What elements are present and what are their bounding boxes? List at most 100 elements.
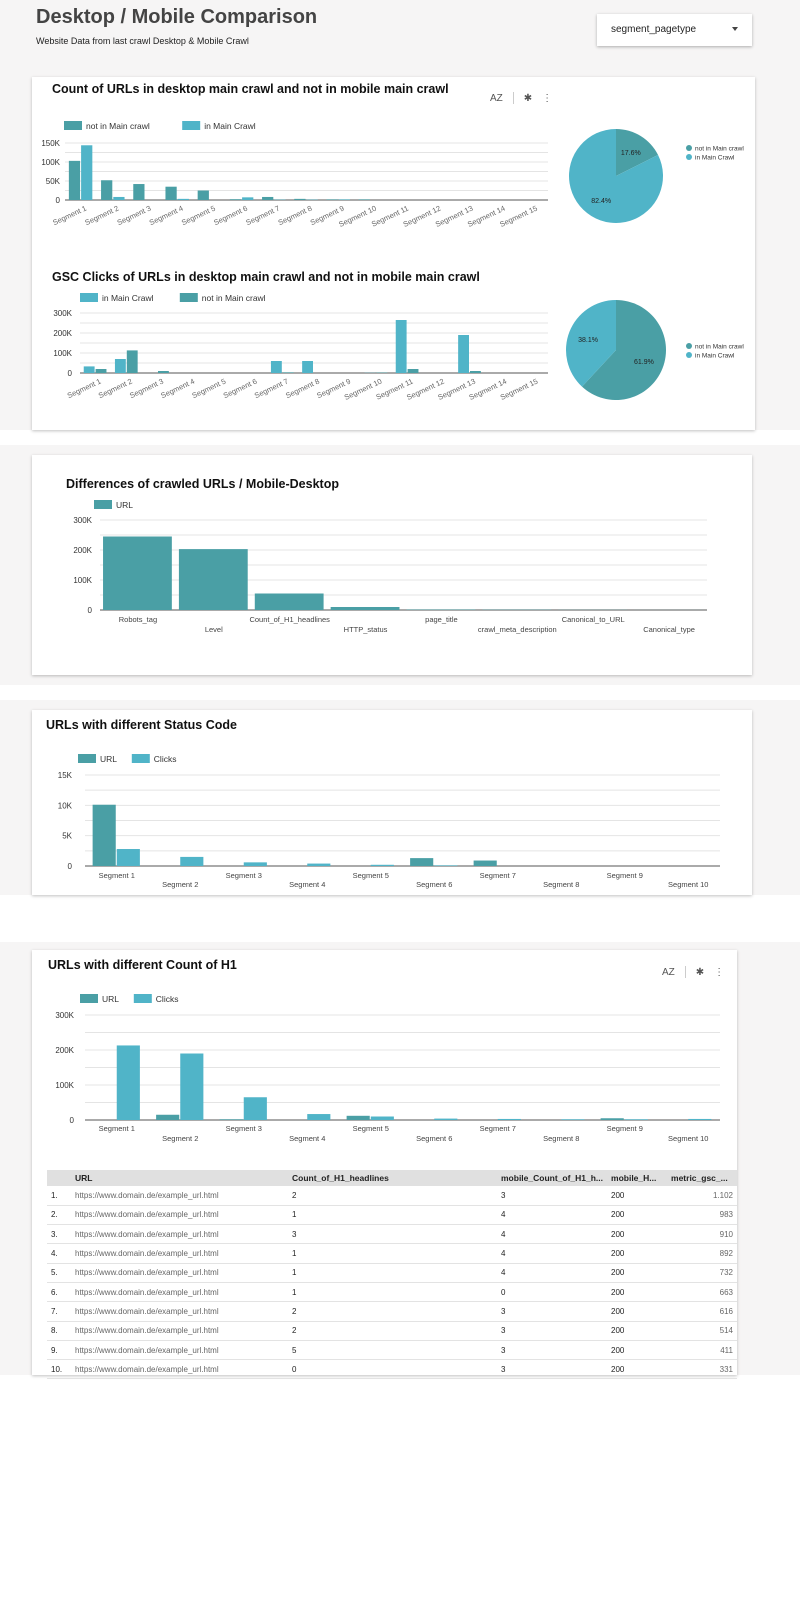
sort-az-icon[interactable]: AZ [490, 92, 503, 104]
table-cell: 411 [667, 1340, 737, 1361]
y-tick-label: 300K [53, 309, 72, 318]
bar [434, 1118, 458, 1120]
table-cell: 2 [288, 1321, 497, 1341]
table-row[interactable]: 5. https://www.domain.de/example_url.html… [47, 1263, 737, 1283]
segment-pagetype-dropdown[interactable]: segment_pagetype [597, 14, 752, 46]
col-mobile-count-h1[interactable]: mobile_Count_of_H1_h... [497, 1170, 608, 1186]
x-tick-label: Segment 2 [162, 1134, 198, 1143]
x-tick-label: Segment 2 [162, 880, 198, 889]
table-cell: 2 [288, 1186, 497, 1206]
chart-title: Differences of crawled URLs / Mobile-Des… [66, 477, 339, 491]
bar [180, 1053, 204, 1120]
legend-swatch [686, 154, 692, 160]
x-tick-label: Segment 5 [353, 871, 389, 880]
x-tick-label: Segment 5 [180, 204, 217, 227]
table-row[interactable]: 2. https://www.domain.de/example_url.html… [47, 1205, 737, 1226]
bar [92, 804, 116, 866]
bar [307, 863, 331, 866]
table-cell: 200 [607, 1282, 668, 1303]
legend-swatch [78, 754, 96, 763]
pie-slice [582, 300, 666, 400]
table-cell: 2 [288, 1301, 497, 1322]
table-row[interactable]: 9. https://www.domain.de/example_url.html… [47, 1340, 737, 1361]
col-count-h1[interactable]: Count_of_H1_headlines [288, 1170, 497, 1186]
filter-off-icon[interactable]: ✱ [695, 966, 705, 978]
bar [370, 1116, 394, 1120]
col-metric-gsc[interactable]: metric_gsc_... [667, 1170, 737, 1186]
chevron-down-icon [732, 27, 738, 31]
h1-table: URL Count_of_H1_headlines mobile_Count_o… [47, 1170, 737, 1380]
legend-swatch [182, 121, 201, 130]
bar [254, 593, 324, 610]
pie-slice [616, 129, 659, 176]
table-cell: 10. [47, 1359, 71, 1380]
bar [307, 1114, 331, 1120]
x-tick-label: Level [205, 625, 223, 634]
pie-data-label: 82.4% [591, 198, 611, 205]
x-tick-label: Segment 6 [212, 204, 249, 227]
page-subtitle: Website Data from last crawl Desktop & M… [36, 36, 249, 46]
y-tick-label: 15K [58, 771, 73, 780]
filter-off-icon[interactable]: ✱ [523, 92, 533, 104]
bar [229, 199, 242, 200]
sort-az-icon[interactable]: AZ [662, 966, 675, 978]
legend-label: Clicks [156, 994, 179, 1004]
table-row[interactable]: 10. https://www.domain.de/example_url.htm… [47, 1359, 737, 1380]
bar [370, 864, 394, 866]
legend-label: not in Main crawl [86, 121, 150, 131]
col-url[interactable]: URL [71, 1170, 288, 1186]
chart-title: URLs with different Status Code [46, 718, 237, 732]
table-cell: 200 [607, 1301, 668, 1322]
bar [133, 184, 145, 200]
bar [270, 361, 282, 373]
x-tick-label: Segment 3 [116, 204, 153, 227]
x-tick-label: Segment 3 [128, 377, 165, 400]
more-vert-icon[interactable]: ⋮ [714, 966, 725, 978]
col-index [47, 1170, 71, 1186]
more-vert-icon[interactable]: ⋮ [542, 92, 553, 104]
table-row[interactable]: 6. https://www.domain.de/example_url.html… [47, 1282, 737, 1303]
x-tick-label: Segment 4 [289, 880, 325, 889]
bar [410, 858, 434, 866]
y-tick-label: 200K [53, 329, 72, 338]
x-tick-label: Segment 8 [543, 880, 579, 889]
table-row[interactable]: 3. https://www.domain.de/example_url.html… [47, 1224, 737, 1245]
legend-swatch [686, 343, 692, 349]
table-row[interactable]: 8. https://www.domain.de/example_url.html… [47, 1321, 737, 1341]
legend-swatch [686, 145, 692, 151]
table-cell: https://www.domain.de/example_url.html [71, 1205, 288, 1226]
x-tick-label: Segment 2 [97, 377, 134, 400]
table-row[interactable]: 1. https://www.domain.de/example_url.html… [47, 1186, 737, 1206]
legend-label: not in Main crawl [202, 293, 266, 303]
bar [165, 186, 177, 200]
table-row[interactable]: 7. https://www.domain.de/example_url.html… [47, 1301, 737, 1322]
bar [219, 1119, 243, 1120]
bar [561, 1119, 585, 1120]
bar [282, 372, 294, 373]
legend-label: in Main Crawl [695, 353, 735, 360]
divider [684, 966, 686, 978]
x-tick-label: Robots_tag [119, 615, 157, 624]
bar [243, 862, 267, 866]
table-row[interactable]: 4. https://www.domain.de/example_url.html… [47, 1243, 737, 1264]
table-cell: 200 [607, 1205, 668, 1226]
table-cell: 892 [667, 1243, 737, 1264]
table-cell: https://www.domain.de/example_url.html [71, 1340, 288, 1361]
x-tick-label: Segment 8 [277, 204, 314, 227]
chart-title: GSC Clicks of URLs in desktop main crawl… [52, 270, 480, 284]
legend-swatch [131, 754, 150, 763]
table-cell: 3 [497, 1186, 608, 1206]
table-cell: 200 [607, 1340, 668, 1361]
col-mobile-h[interactable]: mobile_H... [607, 1170, 668, 1186]
bar [458, 335, 469, 373]
pie-slice [568, 129, 663, 223]
table-cell: https://www.domain.de/example_url.html [71, 1186, 288, 1206]
table-cell: 732 [667, 1263, 737, 1283]
table-cell: 910 [667, 1224, 737, 1245]
chart-title: URLs with different Count of H1 [48, 958, 237, 972]
x-tick-label: page_title [425, 615, 458, 624]
x-tick-label: Segment 3 [226, 871, 262, 880]
pie-data-label: 38.1% [578, 337, 598, 344]
x-tick-label: Segment 7 [253, 377, 290, 400]
